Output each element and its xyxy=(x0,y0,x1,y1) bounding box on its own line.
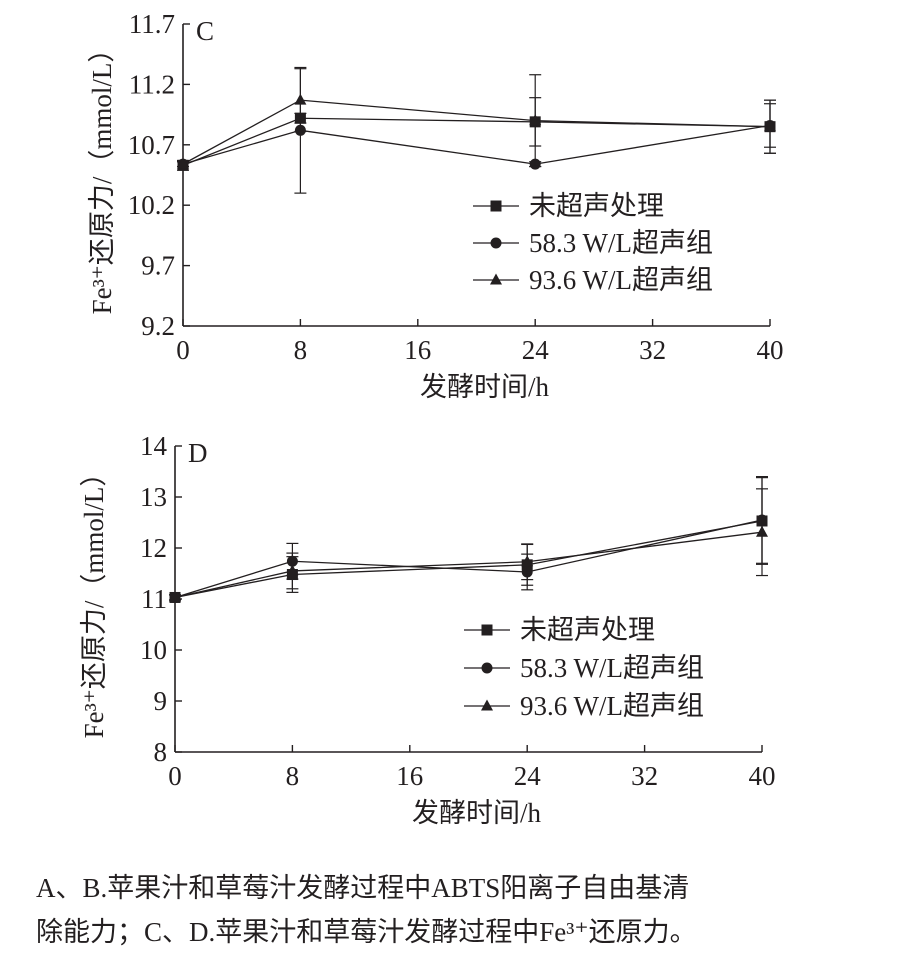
legend: 未超声处理 58.3 W/L超声组 93.6 W/L超声组 xyxy=(464,615,704,721)
series-line xyxy=(182,117,771,166)
series-2 xyxy=(169,476,768,603)
y-tick-label: 10 xyxy=(140,635,167,665)
y-tick-label: 8 xyxy=(154,737,168,767)
y-tick-label: 9.7 xyxy=(141,251,175,281)
panel-label: C xyxy=(196,16,214,46)
series-1 xyxy=(177,97,776,171)
y-tick-label: 10.7 xyxy=(128,130,175,160)
series-line xyxy=(174,520,763,599)
data-point xyxy=(177,157,189,169)
panel-label: D xyxy=(188,438,208,468)
series-3 xyxy=(177,68,776,169)
caption-line-1: A、B.苹果汁和草莓汁发酵过程中ABTS阳离子自由基清 xyxy=(36,873,690,903)
x-tick-label: 40 xyxy=(749,761,776,791)
legend-marker xyxy=(481,624,493,636)
data-point xyxy=(286,564,299,576)
y-tick-label: 13 xyxy=(140,482,167,512)
y-tick-label: 11 xyxy=(141,584,167,614)
x-tick-label: 16 xyxy=(404,335,431,365)
legend-label: 93.6 W/L超声组 xyxy=(529,265,713,295)
series-line xyxy=(182,124,771,165)
series-2 xyxy=(177,66,776,194)
x-tick-label: 24 xyxy=(522,335,550,365)
legend: 未超声处理 58.3 W/L超声组 93.6 W/L超声组 xyxy=(473,191,713,295)
x-tick-label: 40 xyxy=(757,335,784,365)
figure: 9.29.710.210.711.211.70 8 16 24 32 40C发酵时间/hF… xyxy=(79,9,784,828)
x-tick-label: 0 xyxy=(176,335,190,365)
data-point xyxy=(756,525,768,537)
legend-label: 未超声处理 xyxy=(529,191,664,221)
data-point xyxy=(529,114,542,126)
y-tick-label: 9.2 xyxy=(141,311,175,341)
data-point xyxy=(169,590,181,602)
legend-marker xyxy=(481,699,493,711)
y-axis-title: Fe³⁺还原力/（mmol/L） xyxy=(87,36,117,315)
x-tick-label: 32 xyxy=(639,335,666,365)
y-tick-label: 10.2 xyxy=(128,190,175,220)
data-point xyxy=(294,93,307,105)
legend-marker xyxy=(490,237,502,249)
y-tick-label: 12 xyxy=(140,533,167,563)
x-tick-label: 16 xyxy=(396,761,423,791)
y-tick-label: 11.2 xyxy=(129,69,175,99)
y-tick-label: 9 xyxy=(154,686,168,716)
y-axis-title: Fe³⁺还原力/（mmol/L） xyxy=(79,460,109,739)
y-tick-label: 11.7 xyxy=(129,9,175,39)
series-line xyxy=(174,531,763,599)
chart-panel-c: 9.2 9.7 10.2 10.7 11.2 11.7 0 8 16 24 32 40 C 发酵时间/h F… xyxy=(87,9,784,402)
figure-caption: A、B.苹果汁和草莓汁发酵过程中ABTS阳离子自由基清 除能力；C、D.苹果汁和… xyxy=(36,866,896,954)
legend-marker xyxy=(490,273,502,285)
legend-label: 未超声处理 xyxy=(520,615,655,645)
legend-marker xyxy=(490,200,502,212)
legend-label: 93.6 W/L超声组 xyxy=(520,691,704,721)
x-axis-title: 发酵时间/h xyxy=(412,798,542,828)
series-1 xyxy=(169,477,768,603)
series-line xyxy=(182,99,771,165)
x-tick-label: 8 xyxy=(286,761,300,791)
data-point xyxy=(764,120,776,132)
legend-marker xyxy=(481,662,493,674)
x-tick-label: 8 xyxy=(294,335,308,365)
caption-line-2: 除能力；C、D.苹果汁和草莓汁发酵过程中Fe³⁺还原力。 xyxy=(36,917,697,947)
legend-label: 58.3 W/L超声组 xyxy=(529,228,713,258)
x-axis-title: 发酵时间/h xyxy=(420,372,550,402)
x-tick-label: 0 xyxy=(168,761,182,791)
legend-label: 58.3 W/L超声组 xyxy=(520,653,704,683)
data-point xyxy=(521,555,534,567)
y-tick-label: 14 xyxy=(140,431,168,461)
x-tick-label: 32 xyxy=(631,761,658,791)
x-tick-label: 24 xyxy=(514,761,542,791)
series-3 xyxy=(169,488,768,602)
series-line xyxy=(174,519,763,599)
